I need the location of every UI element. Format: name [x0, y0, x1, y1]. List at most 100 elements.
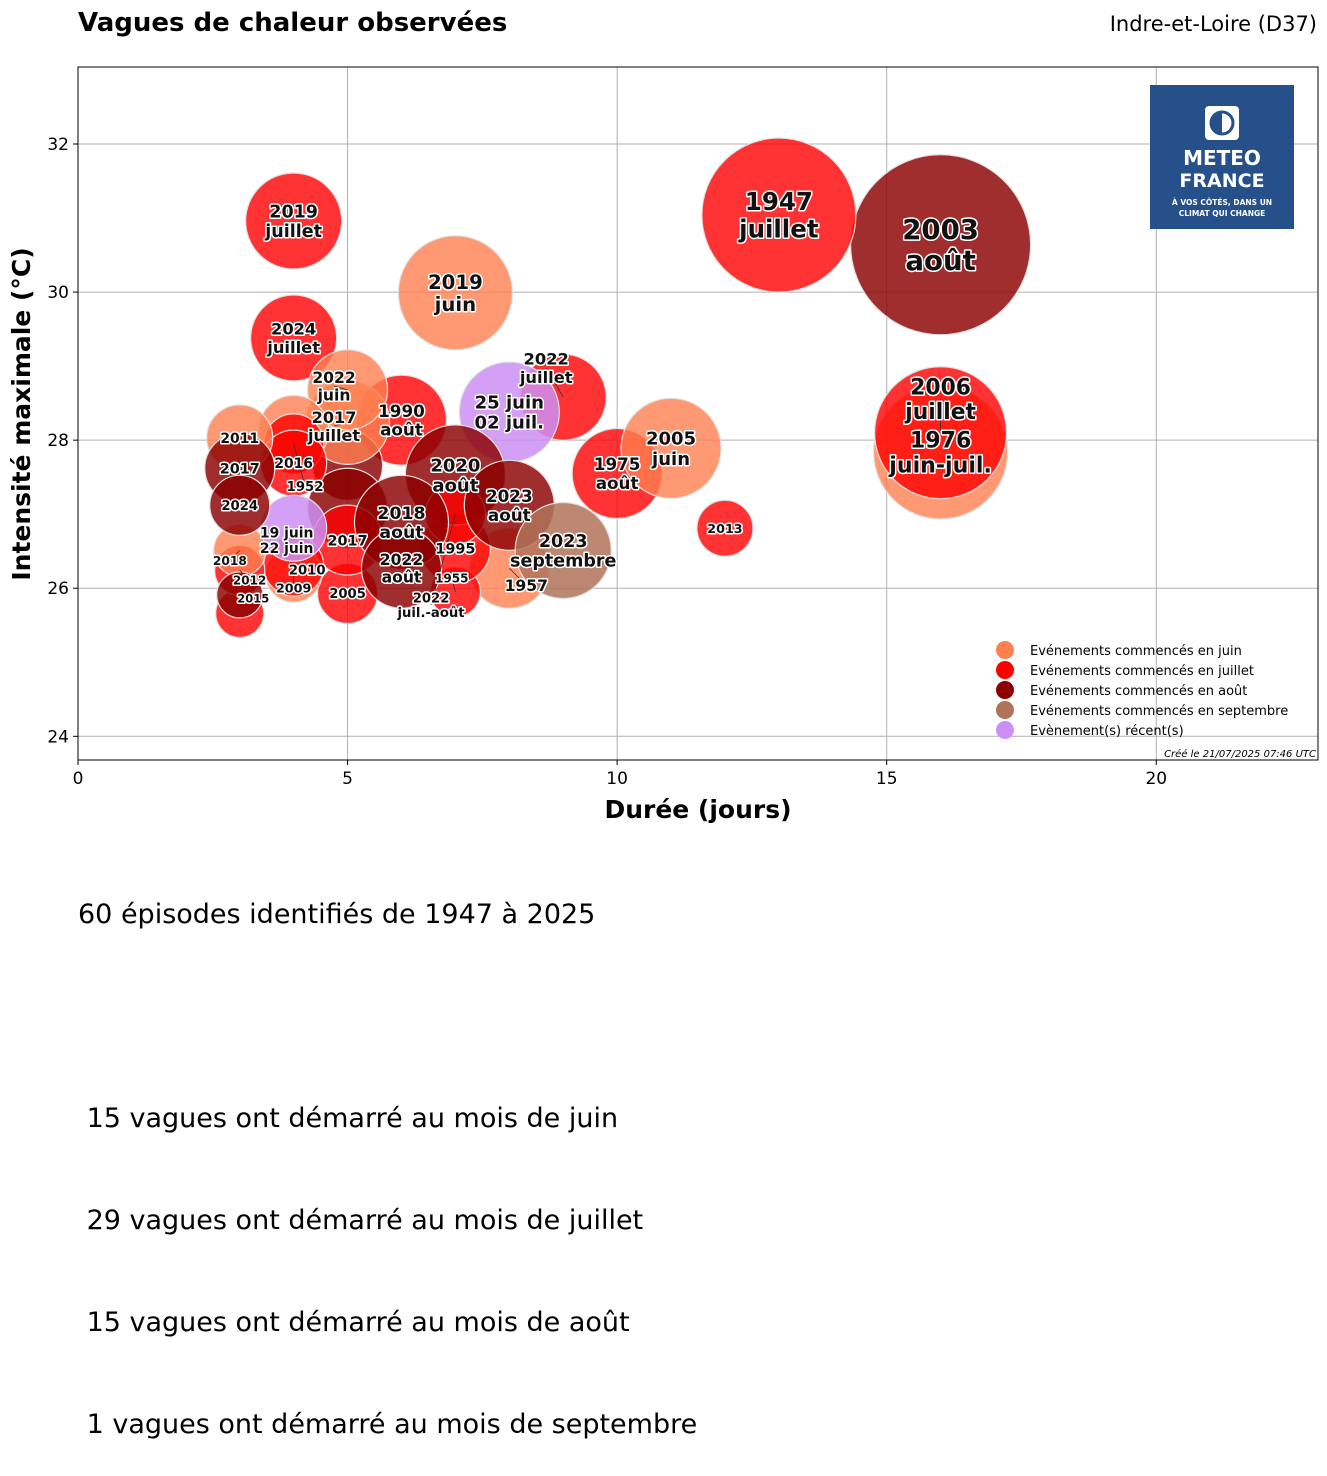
y-tick-label: 28: [47, 431, 69, 451]
bubble-label: 2009: [276, 581, 311, 596]
bubble-label: 2024: [271, 320, 316, 339]
legend-marker-juillet: [996, 661, 1014, 679]
bubble-label: 2010: [289, 563, 326, 578]
legend-label-septembre: Evénements commencés en septembre: [1030, 704, 1288, 719]
bubble-label: 2005: [329, 587, 366, 602]
bubble-label: 2018: [213, 554, 247, 568]
label-leader-line: [333, 385, 348, 391]
bubble-label: août: [380, 420, 423, 440]
summary-line-juin: 15 vagues ont démarré au mois de juin: [78, 1103, 619, 1134]
bubble-label: 2022: [312, 369, 355, 387]
logo-tagline1: À VOS CÔTÉS, DANS UN: [1172, 198, 1272, 207]
legend-label-recent: Evènement(s) récent(s): [1030, 724, 1184, 739]
legend-label-juin: Evénements commencés en juin: [1030, 644, 1242, 659]
department-label: Indre-et-Loire (D37): [1109, 12, 1317, 36]
label-leader-line: [229, 550, 241, 561]
label-leader-line: [545, 367, 564, 398]
bubble-label: 2015: [237, 592, 269, 606]
label-leader-line: [239, 594, 254, 599]
bubble-label: juillet: [266, 338, 320, 357]
legend-label-aout: Evénements commencés en août: [1030, 684, 1247, 699]
bubble-label: 22 juin: [260, 541, 313, 557]
summary-line-septembre: 1 vagues ont démarré au mois de septembr…: [78, 1409, 698, 1440]
bubble-juillet: [245, 172, 343, 270]
logo-line1: METEO: [1183, 146, 1261, 170]
bubble-label: juin: [434, 293, 477, 316]
bubble-label: septembre: [510, 552, 616, 572]
bubble-label: 2019: [269, 202, 318, 222]
bubble-label: 2020: [430, 455, 480, 476]
y-tick-label: 24: [47, 727, 69, 747]
logo-line2: FRANCE: [1179, 170, 1264, 192]
bubble-label: 1995: [435, 541, 475, 557]
plot-frame: [77, 66, 1319, 761]
bubble-label: 2023: [539, 532, 588, 552]
bubble-label: 2018: [377, 504, 425, 524]
bubble-juillet: [250, 294, 338, 382]
bubble-label: 2022: [524, 350, 569, 369]
bubble-chart: 2003août1947juillet1976juin-juil.2006jui…: [7, 66, 1319, 824]
x-tick-label: 20: [1145, 769, 1167, 789]
bubble-label: juin: [317, 387, 351, 405]
label-leader-line: [509, 567, 527, 586]
legend-marker-aout: [996, 681, 1014, 699]
x-tick-label: 10: [606, 769, 628, 789]
summary-text: 60 épisodes identifiés de 1947 à 2025 15…: [78, 830, 697, 1476]
label-leader-line: [293, 565, 308, 571]
label-leader-line: [239, 570, 250, 581]
bubble-label: 19 juin: [260, 526, 313, 542]
created-timestamp: Créé le 21/07/2025 07:46 UTC: [1164, 748, 1316, 760]
bubble-juillet: [696, 499, 754, 557]
summary-headline: 60 épisodes identifiés de 1947 à 2025: [78, 899, 596, 930]
y-axis-label: Intensité maximale (°C): [7, 247, 36, 580]
bubbles: [204, 137, 1032, 639]
label-leader-line: [286, 528, 294, 541]
bubble-juin: [397, 235, 513, 351]
bubble-label: 2003: [902, 213, 979, 246]
legend-marker-septembre: [996, 701, 1014, 719]
bubble-label: 2022: [380, 551, 423, 569]
bubble-label: juillet: [264, 222, 322, 242]
bubble-label: 2017: [328, 533, 368, 549]
legend: Evénements commencés en juin Evénements c…: [996, 641, 1288, 739]
bubble-aout: [850, 154, 1032, 336]
label-leader-lines: [229, 367, 942, 606]
label-leader-line: [333, 421, 348, 427]
bubble-label: 2012: [233, 574, 266, 588]
bubble-label: 1952: [287, 480, 324, 495]
bubble-label: 2006: [910, 375, 971, 400]
chart-title: Vagues de chaleur observées: [78, 8, 508, 38]
label-leader-line: [451, 578, 456, 593]
bubble-label: août: [905, 244, 975, 277]
bubble-label: août: [382, 569, 422, 587]
legend-label-juillet: Evénements commencés en juillet: [1030, 664, 1254, 679]
bubble-label: 2011: [220, 431, 259, 447]
x-tick-label: 0: [73, 769, 84, 789]
y-tick-label: 30: [47, 283, 69, 303]
bubble-label: août: [432, 476, 478, 497]
bubble-label: 2019: [428, 271, 483, 294]
bubble-label: 02 juil.: [475, 413, 544, 434]
bubble-labels: 2003août1947juillet1976juin-juil.2006jui…: [211, 186, 993, 623]
bubble-label: 2017: [220, 461, 260, 477]
bubble-label: août: [488, 505, 531, 525]
bubble-label: juillet: [904, 400, 976, 425]
x-tick-label: 5: [342, 769, 353, 789]
y-tick-label: 26: [47, 579, 69, 599]
legend-marker-recent: [996, 721, 1014, 739]
bubble-aout: [360, 527, 443, 609]
bubble-label: août: [596, 473, 639, 493]
bubble-label: 2017: [312, 408, 357, 427]
bubble-label: 1955: [435, 572, 468, 586]
bubble-label: 2013: [707, 521, 742, 536]
bubble-label: juillet: [307, 426, 360, 445]
bubble-label: juil.-août: [397, 605, 465, 621]
bubble-label: juillet: [519, 368, 573, 387]
summary-line-juillet: 29 vagues ont démarré au mois de juillet: [78, 1205, 644, 1236]
bubble-label: juillet: [738, 215, 819, 244]
summary-line-aout: 15 vagues ont démarré au mois de août: [78, 1307, 630, 1338]
bubble-label: juin: [651, 449, 690, 470]
bubble-label: août: [379, 523, 423, 543]
label-leader-line: [293, 443, 306, 487]
